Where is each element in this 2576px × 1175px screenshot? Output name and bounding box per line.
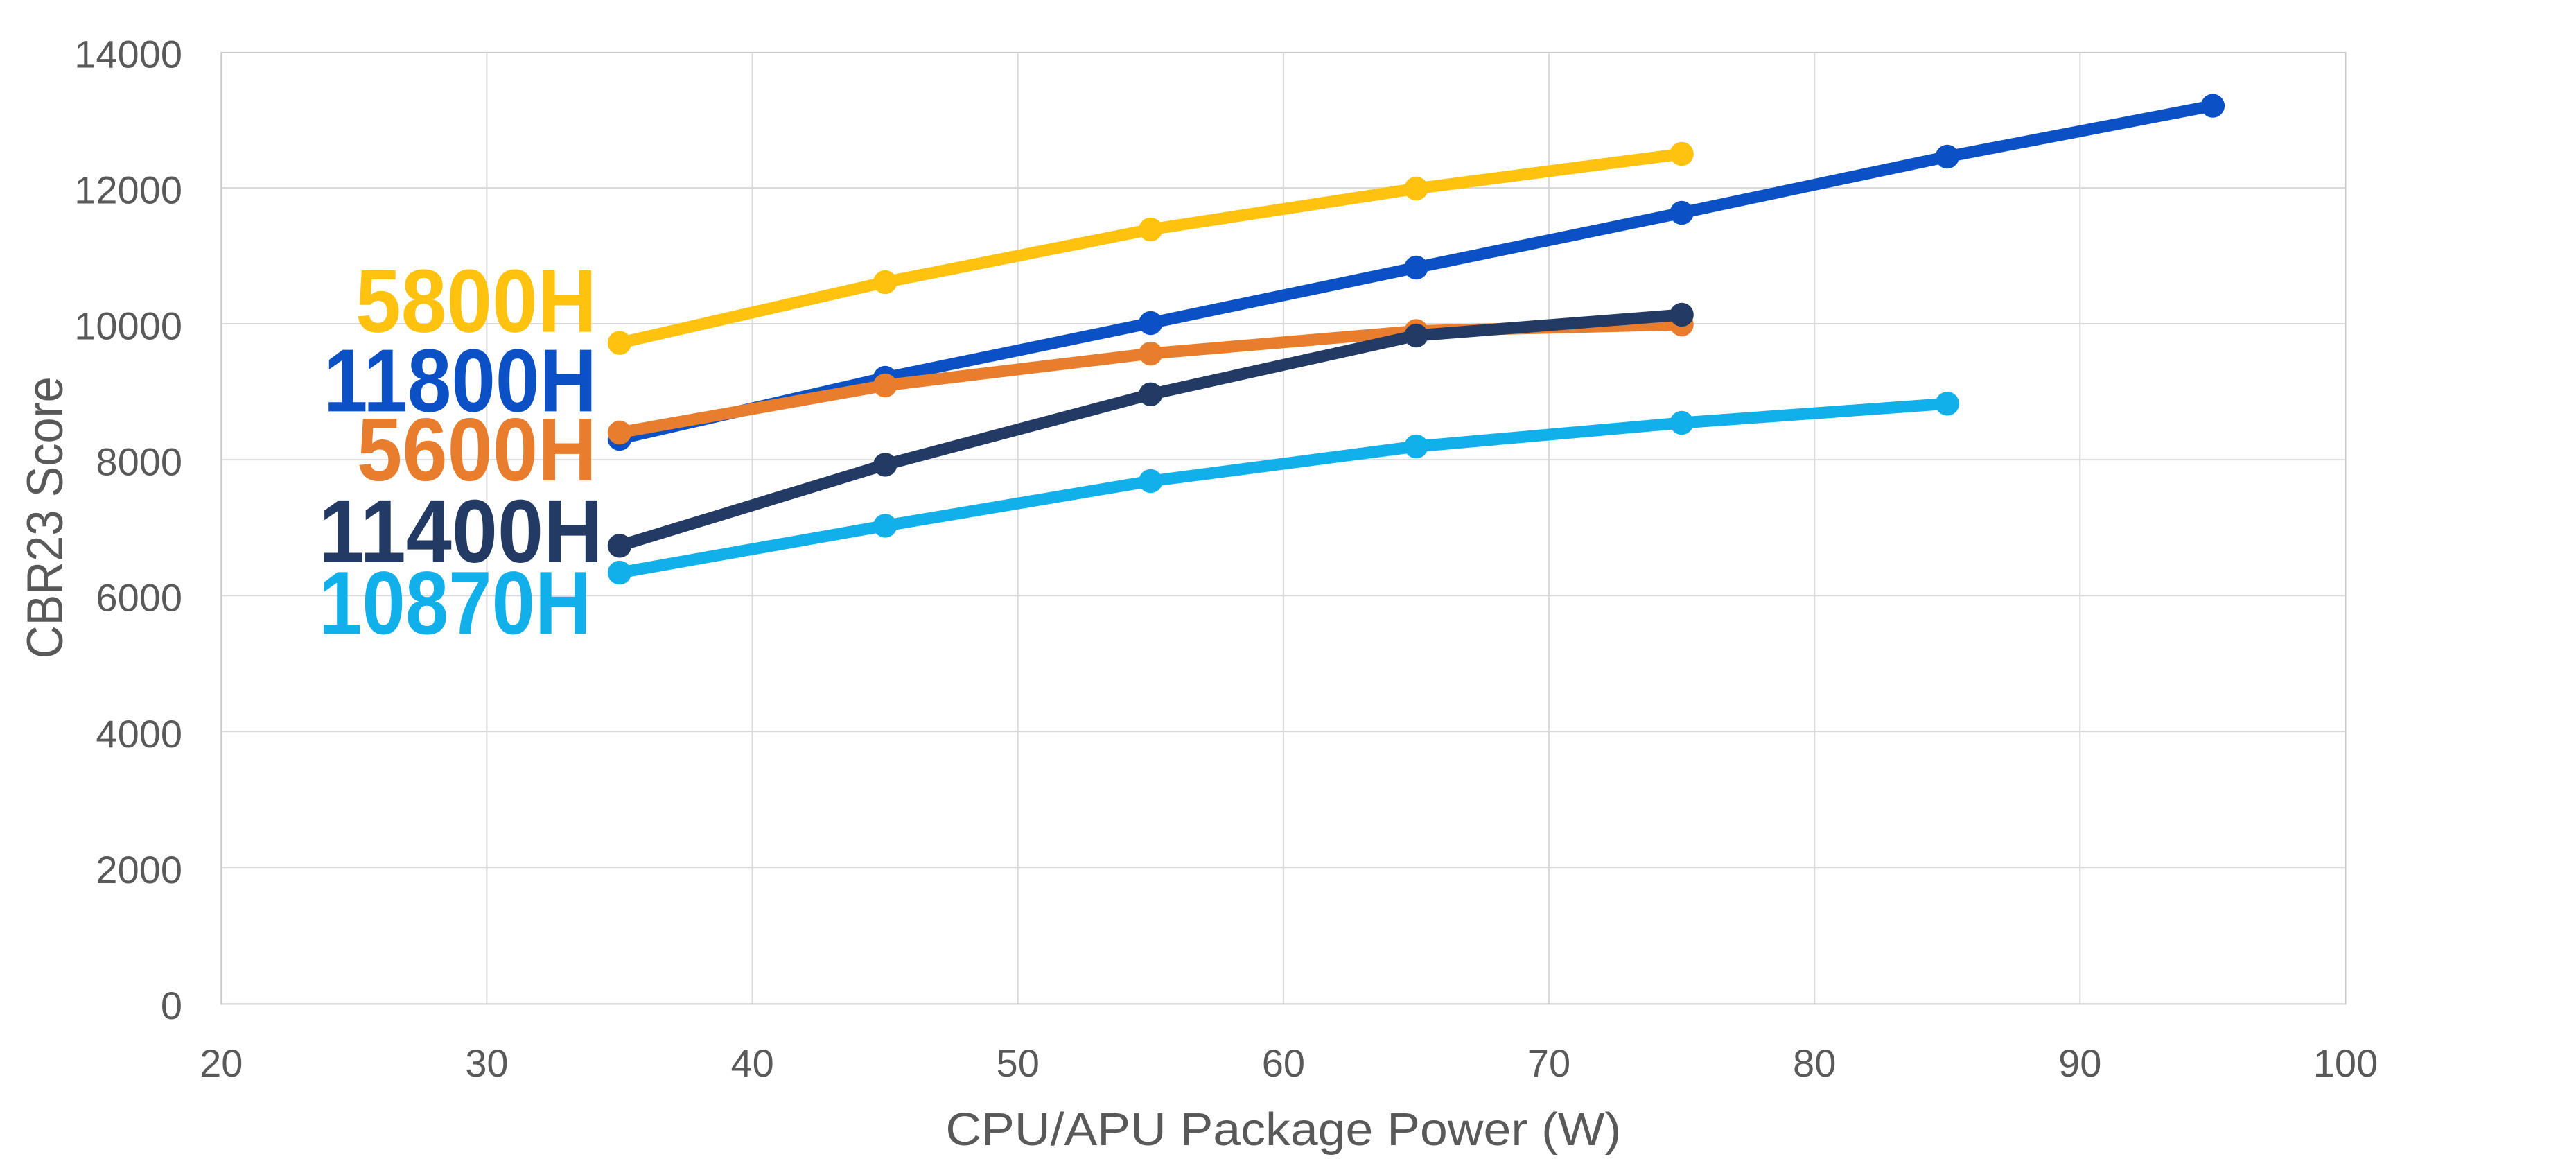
svg-text:6000: 6000 [96,576,182,620]
svg-text:20: 20 [200,1041,243,1085]
svg-text:8000: 8000 [96,440,182,484]
svg-text:CPU/APU Package Power (W): CPU/APU Package Power (W) [945,1104,1621,1156]
svg-text:5800H: 5800H [356,252,597,351]
svg-text:0: 0 [161,984,182,1027]
svg-text:14000: 14000 [74,32,182,76]
svg-text:11800H: 11800H [324,331,597,430]
svg-text:90: 90 [2058,1041,2101,1085]
svg-text:10870H: 10870H [319,553,591,653]
svg-text:100: 100 [2313,1041,2378,1085]
svg-text:2000: 2000 [96,848,182,891]
svg-text:4000: 4000 [96,712,182,756]
svg-text:70: 70 [1527,1041,1570,1085]
svg-text:12000: 12000 [74,168,182,212]
svg-text:30: 30 [465,1041,508,1085]
svg-text:40: 40 [730,1041,773,1085]
svg-text:80: 80 [1793,1041,1836,1085]
svg-text:11400H: 11400H [319,482,603,582]
svg-text:5600H: 5600H [357,400,597,500]
svg-text:CBR23 Score: CBR23 Score [17,376,73,659]
svg-text:60: 60 [1262,1041,1305,1085]
svg-text:50: 50 [997,1041,1040,1085]
svg-text:10000: 10000 [74,304,182,348]
